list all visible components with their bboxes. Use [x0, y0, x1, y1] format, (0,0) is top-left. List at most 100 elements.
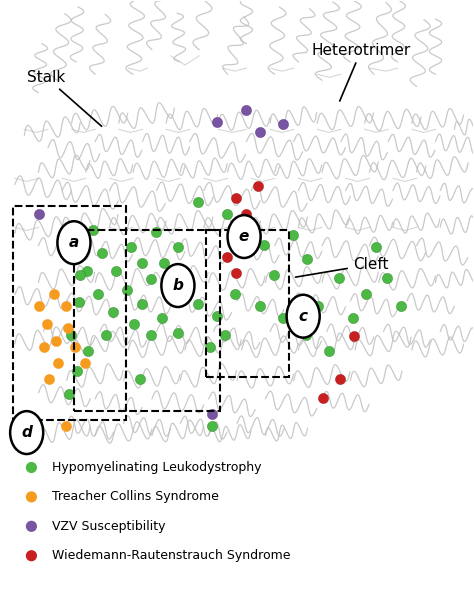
Point	[81, 359, 89, 368]
Point	[174, 328, 182, 338]
Point	[335, 273, 342, 282]
Point	[256, 128, 264, 138]
Point	[314, 301, 322, 311]
Point	[137, 375, 144, 384]
Point	[280, 120, 287, 130]
Point	[67, 330, 74, 340]
Point	[65, 389, 73, 399]
Point	[27, 551, 35, 561]
Point	[242, 209, 249, 219]
Point	[72, 342, 79, 352]
Text: b: b	[173, 278, 183, 293]
Point	[50, 289, 57, 298]
Point	[213, 117, 221, 127]
Point	[398, 301, 405, 311]
Text: Heterotrimer: Heterotrimer	[312, 42, 411, 101]
Circle shape	[287, 295, 319, 338]
Point	[147, 274, 155, 284]
Text: Wiedemann-Rautenstrauch Syndrome: Wiedemann-Rautenstrauch Syndrome	[52, 549, 290, 562]
Text: Stalk: Stalk	[27, 69, 101, 126]
Point	[94, 289, 101, 298]
Text: c: c	[299, 309, 308, 324]
Point	[84, 346, 92, 356]
Point	[55, 359, 62, 368]
Point	[289, 230, 297, 239]
Point	[53, 336, 60, 346]
Point	[75, 297, 82, 307]
Point	[194, 196, 202, 206]
Point	[174, 242, 182, 252]
Point	[113, 266, 120, 276]
Point	[213, 311, 221, 321]
Point	[73, 367, 81, 376]
Point	[336, 375, 344, 384]
Point	[76, 270, 84, 280]
Point	[183, 270, 191, 280]
Point	[138, 299, 146, 309]
Point	[223, 252, 230, 262]
Bar	[74, 230, 220, 411]
Point	[302, 330, 310, 340]
Text: a: a	[69, 235, 79, 250]
Text: d: d	[21, 425, 32, 440]
Point	[223, 209, 230, 219]
Point	[36, 209, 43, 219]
Point	[231, 289, 238, 298]
Point	[160, 258, 167, 268]
Point	[89, 225, 97, 235]
Text: VZV Susceptibility: VZV Susceptibility	[52, 520, 165, 533]
Point	[373, 242, 380, 252]
Text: e: e	[239, 229, 249, 244]
Point	[319, 393, 327, 403]
Point	[280, 313, 287, 323]
Point	[62, 422, 70, 432]
Point	[43, 319, 51, 329]
Point	[64, 324, 72, 333]
Point	[27, 492, 35, 502]
Point	[325, 346, 333, 356]
Point	[255, 181, 262, 190]
Point	[138, 258, 146, 268]
Point	[303, 254, 311, 264]
Point	[102, 330, 109, 340]
Point	[232, 193, 240, 203]
Point	[27, 521, 35, 531]
Text: Hypomyelinating Leukodystrophy: Hypomyelinating Leukodystrophy	[52, 461, 261, 474]
Point	[127, 242, 135, 252]
Bar	[12, 206, 126, 421]
Point	[349, 313, 356, 323]
Circle shape	[228, 215, 261, 258]
Point	[99, 248, 106, 258]
Point	[27, 462, 35, 472]
Circle shape	[161, 264, 194, 307]
Point	[221, 330, 229, 340]
Point	[124, 285, 131, 295]
Circle shape	[10, 411, 43, 454]
Point	[158, 313, 166, 323]
Circle shape	[57, 221, 91, 264]
Point	[130, 319, 138, 329]
Point	[240, 227, 248, 237]
Point	[242, 105, 249, 115]
Point	[40, 342, 48, 352]
Point	[152, 227, 160, 237]
Point	[109, 307, 117, 317]
Point	[147, 330, 155, 340]
Bar	[206, 230, 289, 378]
Point	[83, 266, 91, 276]
Point	[194, 299, 202, 309]
Point	[209, 410, 216, 419]
Point	[362, 289, 369, 298]
Point	[350, 332, 358, 341]
Point	[232, 268, 240, 278]
Point	[45, 375, 53, 384]
Point	[62, 301, 70, 311]
Point	[261, 239, 268, 249]
Point	[383, 273, 391, 282]
Point	[256, 301, 264, 311]
Point	[270, 270, 278, 280]
Point	[36, 301, 43, 311]
Point	[206, 342, 213, 352]
Text: Treacher Collins Syndrome: Treacher Collins Syndrome	[52, 491, 219, 503]
Point	[209, 422, 216, 432]
